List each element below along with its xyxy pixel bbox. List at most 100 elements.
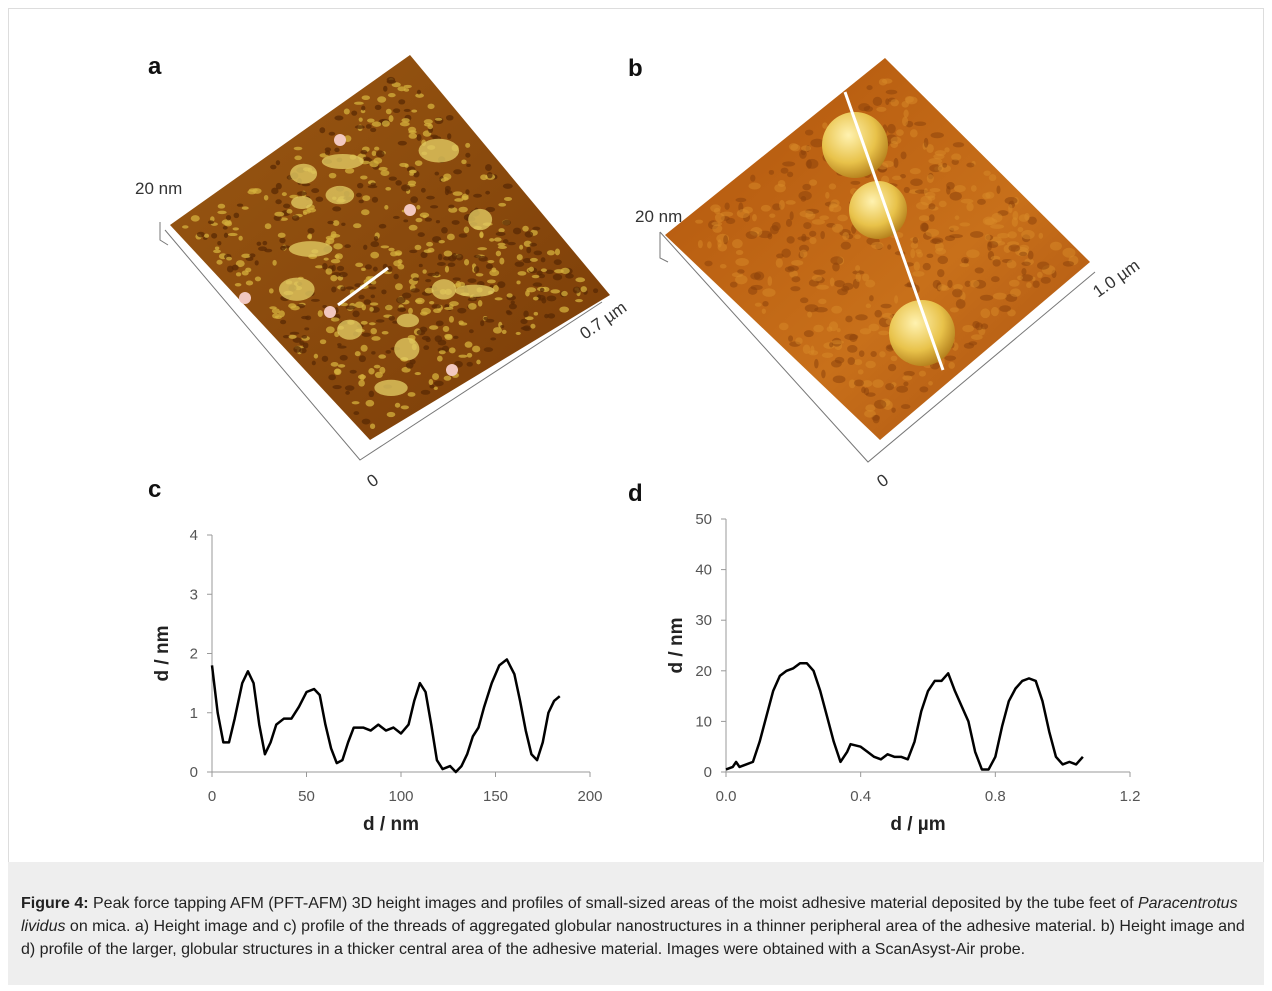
afm-texture (414, 372, 421, 376)
afm-texture (842, 232, 850, 241)
afm-texture (288, 241, 333, 257)
afm-texture (396, 296, 406, 304)
afm-texture (328, 172, 337, 179)
afm-texture (446, 233, 455, 241)
afm-texture (789, 211, 794, 221)
afm-texture (923, 188, 928, 196)
afm-texture (785, 200, 796, 205)
afm-texture (321, 355, 329, 362)
afm-texture (310, 298, 320, 302)
afm-texture (735, 197, 747, 203)
afm-texture (483, 347, 494, 352)
afm-texture (992, 259, 1001, 267)
afm-texture (795, 337, 803, 345)
afm-texture (820, 230, 825, 240)
afm-texture (869, 295, 874, 302)
afm-texture (803, 222, 812, 230)
afm-texture (522, 257, 532, 264)
afm-texture (485, 318, 495, 323)
afm-texture (301, 335, 308, 339)
afm-texture (358, 294, 365, 300)
afm-texture (353, 411, 360, 416)
afm-texture (275, 199, 282, 205)
afm-texture (697, 239, 703, 249)
afm-texture (232, 227, 239, 231)
afm-texture (245, 267, 252, 273)
afm-texture (271, 308, 280, 314)
afm-texture (848, 379, 856, 389)
afm-texture (314, 265, 324, 269)
afm-texture (882, 312, 893, 320)
afm-texture (1018, 244, 1030, 252)
height-axis (159, 222, 169, 246)
afm-texture (870, 350, 877, 357)
afm-texture (790, 286, 801, 292)
afm-texture (710, 204, 721, 213)
afm-texture (308, 233, 313, 240)
afm-texture (248, 188, 258, 192)
afm-texture (813, 324, 824, 333)
afm-texture (363, 299, 372, 305)
afm-texture (918, 215, 930, 222)
afm-texture (984, 234, 991, 241)
afm-texture (479, 232, 484, 238)
afm-texture (840, 241, 852, 250)
afm-texture (508, 303, 517, 310)
afm-texture (299, 347, 307, 354)
afm-texture (321, 153, 364, 170)
afm-texture (367, 118, 375, 123)
afm-texture (517, 271, 527, 276)
afm-texture (1021, 229, 1035, 240)
afm-texture (539, 287, 545, 293)
afm-texture (426, 195, 435, 200)
afm-texture (360, 149, 368, 155)
afm-texture (491, 267, 497, 273)
afm-texture (1004, 197, 1018, 205)
afm-texture (732, 238, 743, 249)
afm-texture (477, 247, 488, 251)
afm-texture (996, 185, 1001, 194)
afm-texture (374, 379, 408, 396)
afm-texture (533, 250, 543, 256)
afm-texture (926, 253, 934, 259)
afm-texture (254, 260, 259, 266)
afm-texture (925, 228, 940, 237)
afm-texture (951, 158, 959, 166)
afm-texture (428, 379, 434, 386)
afm-texture (330, 259, 341, 264)
afm-texture (354, 125, 365, 129)
afm-texture (355, 262, 364, 268)
afm-texture (801, 145, 812, 152)
afm-texture (476, 359, 481, 365)
afm-texture (368, 390, 375, 398)
afm-texture (264, 223, 272, 230)
afm-texture (540, 268, 547, 273)
afm-texture (857, 369, 864, 375)
afm-texture (502, 183, 513, 189)
afm-texture (405, 362, 414, 369)
afm-texture (723, 235, 729, 245)
afm-texture (369, 306, 374, 312)
afm-texture (375, 319, 385, 323)
afm-texture (979, 294, 994, 301)
afm-texture (836, 328, 841, 333)
afm-texture (426, 241, 434, 247)
afm-texture (910, 248, 916, 259)
afm-texture (872, 414, 880, 424)
afm-texture (787, 171, 794, 178)
profile-line (725, 661, 1084, 771)
afm-texture (506, 293, 513, 298)
afm-texture (515, 331, 521, 335)
afm-texture (791, 276, 801, 283)
afm-texture (344, 244, 351, 249)
afm-texture (1008, 279, 1020, 287)
afm-texture (381, 330, 389, 335)
afm-texture (403, 84, 412, 89)
afm-texture (813, 269, 826, 275)
afm-texture (236, 203, 244, 207)
afm-texture (271, 187, 279, 195)
afm-texture (386, 411, 396, 418)
profile-line (210, 658, 561, 774)
y-tick-label: 50 (695, 511, 712, 528)
